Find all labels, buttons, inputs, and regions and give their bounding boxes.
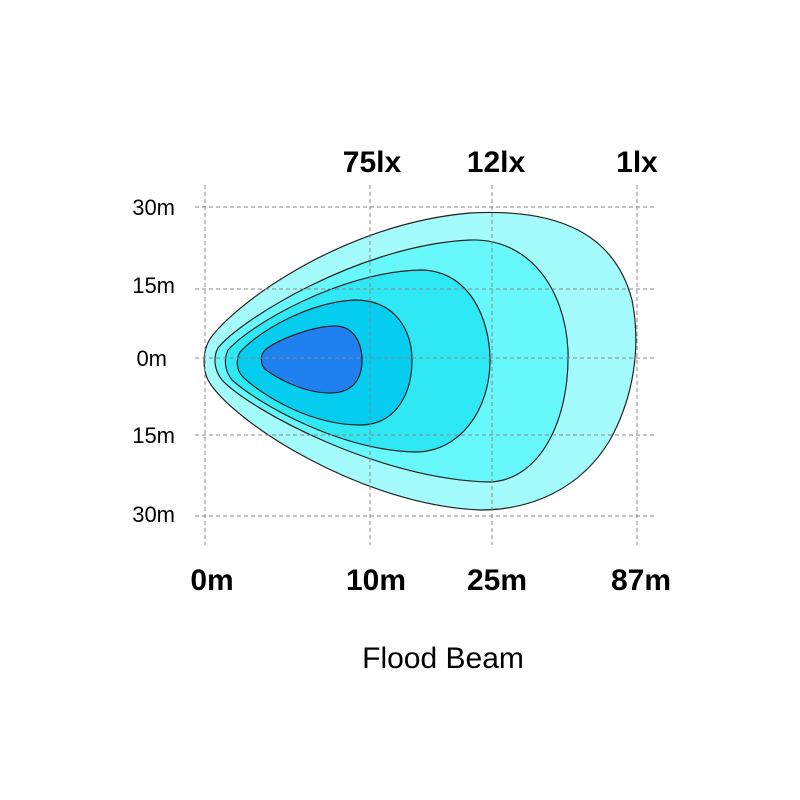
caption: Flood Beam xyxy=(362,642,524,675)
x-label: 25m xyxy=(467,564,527,597)
x-label: 10m xyxy=(346,564,406,597)
y-label: 15m xyxy=(132,273,175,298)
y-label: 30m xyxy=(132,195,175,220)
beam-zones xyxy=(203,211,637,511)
zone-core xyxy=(260,325,363,394)
lux-label: 1lx xyxy=(616,146,658,179)
y-label: 15m xyxy=(132,423,175,448)
x-label: 87m xyxy=(611,564,671,597)
lux-label: 12lx xyxy=(467,146,526,179)
y-label: 0m xyxy=(136,346,167,371)
x-label: 0m xyxy=(190,564,233,597)
y-label: 30m xyxy=(132,502,175,527)
lux-label: 75lx xyxy=(343,146,402,179)
grid xyxy=(195,185,655,545)
